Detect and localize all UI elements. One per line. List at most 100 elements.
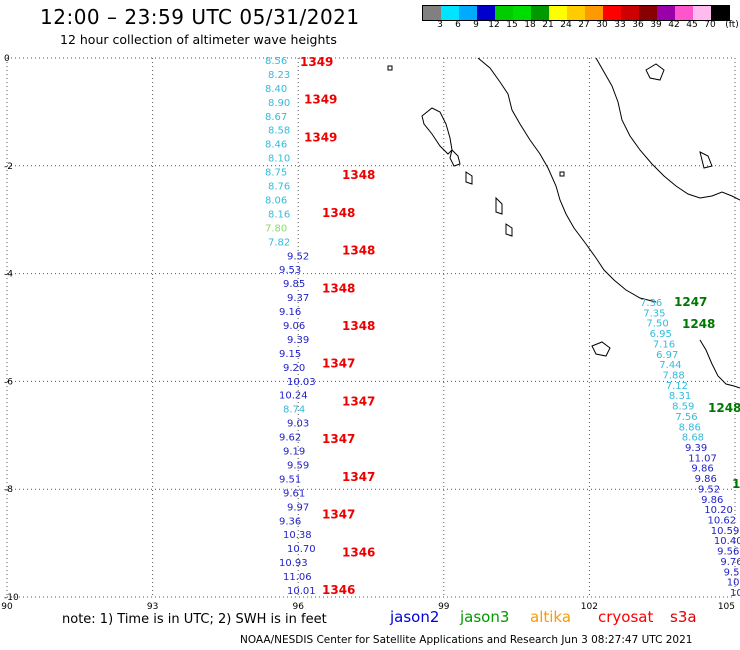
wave-height-value: 9.37 (287, 293, 309, 304)
observation-time-label: 1347 (322, 357, 355, 371)
wave-height-value: 10.38 (283, 530, 312, 541)
legend-swatch (441, 6, 459, 20)
wave-height-value: 10.93 (279, 558, 308, 569)
wave-height-value: 8.76 (268, 182, 290, 193)
latitude-tick-label: -2 (4, 162, 13, 172)
satellite-cryosat-label: cryosat (598, 608, 654, 626)
wave-height-value: 10.03 (287, 377, 316, 388)
credit-line: NOAA/NESDIS Center for Satellite Applica… (240, 634, 693, 646)
island-9 (559, 171, 565, 177)
island-8 (699, 151, 713, 169)
legend-label: 18 (524, 20, 536, 30)
legend-label: 45 (686, 20, 698, 30)
sumatra-coastline (477, 57, 657, 303)
satellite-track-west: 8.56 8.23 8.40 8.90 8.67 8.58 8.46 8.10 8.75 8.76… (265, 55, 375, 597)
legend-label: 6 (455, 20, 461, 30)
satellite-track-east: 7.367.357.506.957.166.977.447.887.128.31… (640, 295, 740, 599)
wave-height-value: 8.06 (265, 195, 287, 206)
longitude-tick-label: 99 (438, 602, 450, 612)
wave-height-value: 8.74 (283, 405, 305, 416)
footer-note: note: 1) Time is in UTC; 2) SWH is in fe… (62, 612, 327, 627)
observation-time-label: 1348 (322, 281, 355, 295)
wave-height-value: 7.35 (643, 308, 665, 319)
legend-swatch (423, 6, 441, 20)
legend-swatch (657, 6, 675, 20)
wave-height-value: 10.62 (708, 516, 737, 527)
wave-height-value: 9.52 (698, 484, 720, 495)
observation-time-label: 1348 (322, 206, 355, 220)
wave-height-value: 9.59 (287, 460, 309, 471)
latitude-tick-label: -10 (4, 593, 19, 603)
satellite-jason3-label: jason3 (460, 608, 510, 626)
legend-label: (ft) (725, 20, 739, 30)
wave-height-value: 10.20 (704, 505, 733, 516)
observation-time-label: 1347 (322, 432, 355, 446)
wave-height-value: 8.75 (265, 168, 287, 179)
legend-label: 39 (650, 20, 662, 30)
legend-swatch (693, 6, 711, 20)
wave-height-value: 10.01 (287, 586, 316, 597)
wave-height-value: 9.86 (701, 495, 723, 506)
wave-height-value: 9.15 (279, 349, 301, 360)
wave-height-value: 10.24 (279, 391, 308, 402)
wave-height-value: 9.20 (283, 363, 305, 374)
wave-height-value: 6.97 (656, 350, 678, 361)
legend-swatch (513, 6, 531, 20)
wave-height-value: 11.06 (283, 572, 312, 583)
legend-swatch (603, 6, 621, 20)
legend-label: 21 (542, 20, 554, 30)
observation-time-label: 1248 (682, 317, 715, 331)
longitude-tick-label: 102 (581, 602, 598, 612)
wave-height-value: 8.23 (268, 70, 290, 81)
lat-lon-grid (6, 57, 736, 598)
wave-height-value: 10.70 (287, 544, 316, 555)
wave-height-value: 7.16 (653, 339, 675, 350)
wave-height-value: 9.76 (720, 557, 740, 568)
wave-height-value: 7.12 (666, 381, 688, 392)
observation-time-label: 1349 (304, 130, 337, 144)
wave-height-value: 8.31 (669, 391, 691, 402)
wave-height-value: 9.56 (717, 547, 739, 558)
wave-height-value: 7.88 (663, 371, 685, 382)
wave-height-value: 9.50 (724, 567, 740, 578)
legend-label: 33 (614, 20, 626, 30)
legend-swatch (459, 6, 477, 20)
legend-swatch (711, 6, 729, 20)
observation-time-label: 1349 (304, 93, 337, 107)
java-sea-coastline (699, 339, 740, 389)
legend-swatch (495, 6, 513, 20)
wave-height-value: 9.39 (287, 335, 309, 346)
wave-height-value: 8.16 (268, 209, 290, 220)
wave-height-value: 8.46 (265, 140, 287, 151)
satellite-s3a-label: s3a (670, 608, 697, 626)
map-title: 12:00 – 23:59 UTC 05/31/2021 (40, 5, 360, 29)
wave-height-value: 7.82 (268, 237, 290, 248)
observation-time-label: 1348 (342, 319, 375, 333)
wave-height-value: 8.59 (672, 402, 694, 413)
latitude-tick-label: -4 (4, 270, 13, 280)
observation-time-label: 1248 (708, 401, 740, 415)
legend-swatch (531, 6, 549, 20)
legend-swatch (567, 6, 585, 20)
wave-height-value: 7.56 (675, 412, 697, 423)
wave-height-value: 10.98 (730, 588, 740, 599)
observation-time-label: 1347 (342, 394, 375, 408)
observation-time-label: 1347 (322, 508, 355, 522)
wave-height-value: 9.61 (283, 488, 305, 499)
wave-height-value: 9.03 (287, 419, 309, 430)
satellite-jason2-label: jason2 (390, 608, 440, 626)
legend-swatch (639, 6, 657, 20)
island-4 (495, 196, 503, 215)
legend-label: 27 (578, 20, 590, 30)
legend-label: 36 (632, 20, 644, 30)
coastline (387, 57, 740, 389)
observation-time-label: 1 (732, 477, 740, 491)
latitude-tick-label: 0 (4, 54, 10, 64)
legend-swatch (675, 6, 693, 20)
color-scale-labels: 3 6 9 12 15 18 21 24 27 30 33 36 39 42 45 70 (ft) (422, 20, 739, 34)
longitude-tick-label: 90 (1, 602, 13, 612)
wave-height-value: 9.53 (279, 265, 301, 276)
latitude-tick-label: -6 (4, 377, 13, 387)
island-1 (421, 107, 453, 155)
legend-swatch (621, 6, 639, 20)
